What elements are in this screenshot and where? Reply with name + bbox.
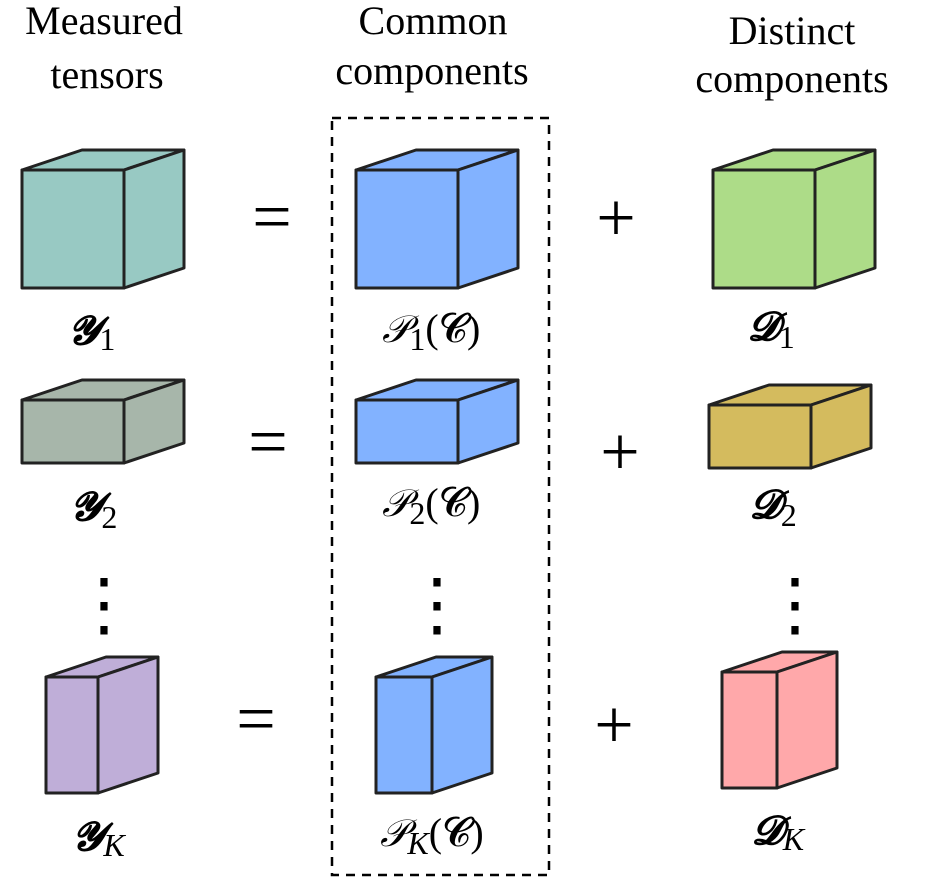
equals-sign-2: = (248, 404, 287, 481)
cube-distinct-2-side (809, 383, 873, 470)
equals-sign-k: = (236, 681, 275, 758)
label-common-1: 𝒫1(𝓒) (382, 306, 480, 357)
cube-measured-1 (20, 148, 186, 290)
cube-measured-2-front (20, 398, 126, 465)
cube-distinct-k-front (720, 670, 779, 790)
equals-sign-1: = (252, 179, 291, 256)
header-common-line1: Common (359, 0, 508, 43)
cube-common-1 (354, 148, 520, 290)
cube-measured-2 (20, 378, 186, 465)
cube-common-1-side (456, 148, 520, 290)
cube-distinct-2 (707, 383, 873, 470)
header-distinct-line2: components (695, 56, 888, 101)
label-measured-2: 𝓨2 (70, 483, 117, 535)
cube-measured-k-side (96, 655, 160, 795)
cube-distinct-k-side (775, 650, 839, 790)
cube-common-k-front (374, 675, 434, 795)
label-distinct-2: 𝓓2 (750, 481, 797, 533)
cube-measured-k-front (44, 675, 100, 795)
cube-measured-1-front (20, 168, 126, 290)
cube-common-k (374, 655, 494, 795)
vdots-common: ⋮ (402, 567, 472, 644)
cube-distinct-k (720, 650, 839, 790)
cube-common-1-front (354, 168, 460, 290)
label-distinct-1: 𝓓1 (748, 303, 795, 355)
cube-distinct-1-front (711, 168, 817, 290)
cube-distinct-1-side (813, 148, 877, 290)
cube-common-2 (354, 378, 520, 465)
plus-sign-2: + (600, 414, 639, 491)
header-distinct-line1: Distinct (729, 8, 856, 53)
cube-measured-k (44, 655, 160, 795)
plus-sign-k: + (594, 687, 633, 764)
cube-common-2-side (456, 378, 520, 465)
cube-distinct-2-front (707, 403, 813, 470)
cube-distinct-1 (711, 148, 877, 290)
header-measured-line1: Measured (25, 0, 183, 43)
cube-measured-1-side (122, 148, 186, 290)
label-distinct-k: 𝓓K (752, 807, 806, 857)
common-components-box (330, 116, 551, 877)
cube-common-2-front (354, 398, 460, 465)
header-measured-line2: tensors (50, 52, 163, 97)
header-common-line2: components (335, 48, 528, 93)
plus-sign-1: + (596, 180, 635, 257)
vdots-distinct: ⋮ (760, 567, 830, 644)
vdots-measured: ⋮ (69, 567, 139, 644)
cube-common-k-side (430, 655, 494, 795)
label-common-k: 𝒫K(𝓒) (380, 810, 484, 861)
cube-measured-2-side (122, 378, 186, 465)
label-measured-1: 𝓨1 (68, 307, 115, 357)
label-measured-k: 𝓨K (72, 813, 126, 863)
label-common-2: 𝒫2(𝓒) (382, 480, 480, 531)
